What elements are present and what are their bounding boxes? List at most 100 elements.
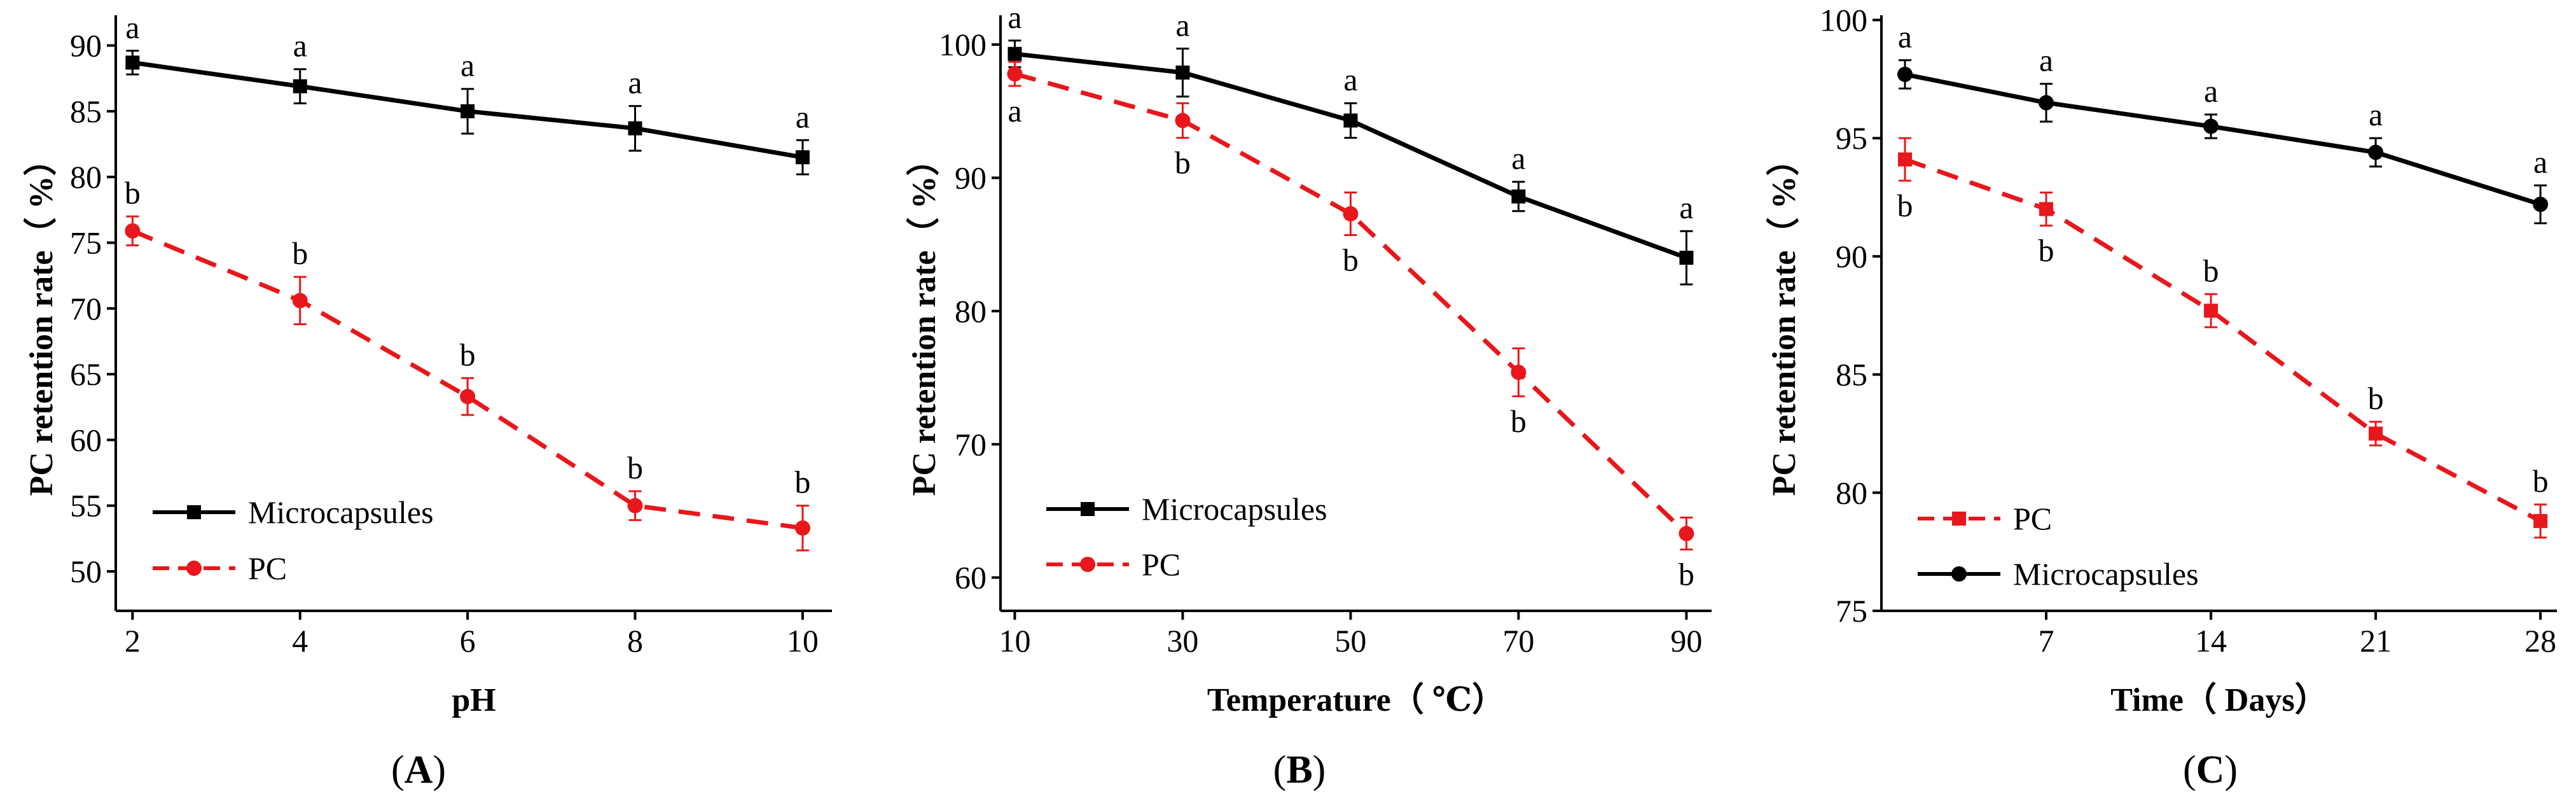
significance-letter: b [125, 175, 141, 211]
significance-letter: b [1897, 188, 1913, 223]
legend-marker [187, 505, 201, 519]
significance-letter: a [1898, 19, 1912, 55]
data-point [1898, 152, 1913, 167]
chart-panel-c: 75 80 85 90 95 100 7 14 21 28 Time（ Days） PC retent… [1766, 2, 2557, 792]
x-tick-label: 90 [1670, 623, 1702, 659]
series-line [1904, 157, 2542, 523]
data-point [2369, 426, 2383, 441]
y-axis-label: PC retention rate（ %） [1766, 143, 1803, 496]
data-point [2203, 118, 2219, 134]
x-tick-label: 7 [2039, 623, 2054, 659]
data-point [125, 223, 141, 239]
data-point [2533, 513, 2548, 528]
legend-label: Microcapsules [1142, 491, 1327, 527]
panel-label: (B) [1273, 748, 1326, 792]
significance-letter: b [460, 337, 476, 372]
significance-letter: a [1008, 0, 1021, 35]
data-point [628, 121, 642, 136]
data-point [460, 389, 476, 405]
data-point [794, 520, 810, 536]
data-point [292, 293, 308, 309]
data-point [1175, 66, 1190, 80]
panel-label: (C) [2183, 748, 2238, 792]
significance-letter: b [1343, 242, 1359, 278]
x-axis-label: Temperature（ ℃） [1207, 681, 1505, 718]
x-tick-label: 10 [999, 623, 1030, 659]
x-tick-label: 8 [627, 623, 643, 659]
y-tick-label: 100 [1820, 2, 1867, 38]
y-tick-label: 65 [70, 356, 102, 392]
significance-letter: a [293, 28, 307, 64]
x-axis-label: pH [452, 682, 495, 718]
x-tick-label: 21 [2360, 623, 2392, 659]
legend: Microcapsules PC [153, 494, 434, 586]
series-line [1014, 71, 1688, 536]
legend-marker [1952, 512, 1966, 526]
significance-letter: a [1008, 93, 1021, 129]
y-tick-label: 70 [70, 291, 102, 326]
legend-marker [1080, 557, 1095, 572]
data-point [2204, 304, 2219, 318]
y-tick-label: 60 [70, 422, 102, 457]
significance-letter: b [2533, 463, 2549, 499]
data-point [795, 150, 810, 165]
significance-letter: b [794, 464, 810, 500]
data-point [125, 55, 140, 70]
y-tick-label: 90 [70, 28, 102, 64]
series-line [131, 228, 803, 531]
significance-letter: a [1679, 190, 1693, 225]
y-tick-label: 85 [1836, 357, 1867, 393]
legend-label: PC [2013, 501, 2052, 536]
series-pc: b b b b b [125, 175, 810, 552]
x-tick-label: 6 [460, 623, 476, 659]
x-tick-label: 28 [2524, 623, 2556, 659]
data-point [293, 79, 307, 94]
y-tick-label: 85 [70, 94, 102, 129]
y-tick-label: 90 [1836, 239, 1867, 274]
y-axis-label: PC retention rate（ %） [23, 143, 60, 496]
y-tick-label: 60 [955, 560, 987, 596]
significance-letter: b [1679, 557, 1694, 592]
x-axis-label: Time（ Days） [2110, 681, 2327, 718]
legend-label: PC [248, 550, 287, 586]
y-tick-label: 75 [70, 225, 102, 260]
y-tick-label: 95 [1836, 120, 1867, 156]
significance-letter: a [1175, 7, 1189, 43]
data-point [2039, 202, 2054, 216]
panel-label: (A) [391, 748, 446, 792]
significance-letter: b [1175, 145, 1191, 181]
data-point [2368, 144, 2384, 160]
data-point [2533, 197, 2549, 213]
series-microcapsules: a a a a a [125, 10, 810, 176]
y-tick-label: 55 [70, 488, 102, 524]
significance-letter: a [2204, 73, 2218, 109]
legend: PC Microcapsules [1918, 501, 2199, 592]
significance-letter: b [627, 450, 643, 485]
series-microcapsules: a a a a a [1897, 19, 2549, 225]
panel-letter: B [1286, 748, 1312, 792]
significance-letter: a [2039, 43, 2053, 78]
x-tick-label: 2 [125, 623, 141, 659]
data-point [460, 104, 475, 118]
chart-panel-a: 50 55 60 65 70 75 80 85 90 2 4 6 8 10 pH PC retention r… [23, 10, 832, 792]
data-point [627, 498, 643, 513]
data-point [1175, 113, 1191, 129]
significance-letter: a [125, 10, 139, 45]
legend-marker [1951, 566, 1967, 582]
y-axis-label: PC retention rate（ %） [906, 143, 943, 496]
panel-letter: C [2196, 748, 2225, 792]
x-tick-label: 4 [292, 623, 308, 659]
significance-letter: a [2369, 97, 2383, 132]
legend-marker [1081, 502, 1095, 516]
data-point [1897, 66, 1913, 82]
data-point [1007, 66, 1023, 82]
data-point [1679, 251, 1694, 265]
x-tick-label: 50 [1334, 623, 1366, 659]
significance-letter: a [2533, 144, 2547, 179]
significance-letter: b [2039, 233, 2054, 269]
series-pc: a b b b b [1007, 60, 1694, 592]
significance-letter: a [1511, 141, 1525, 176]
significance-letter: a [796, 99, 810, 134]
y-tick-label: 80 [955, 293, 987, 329]
